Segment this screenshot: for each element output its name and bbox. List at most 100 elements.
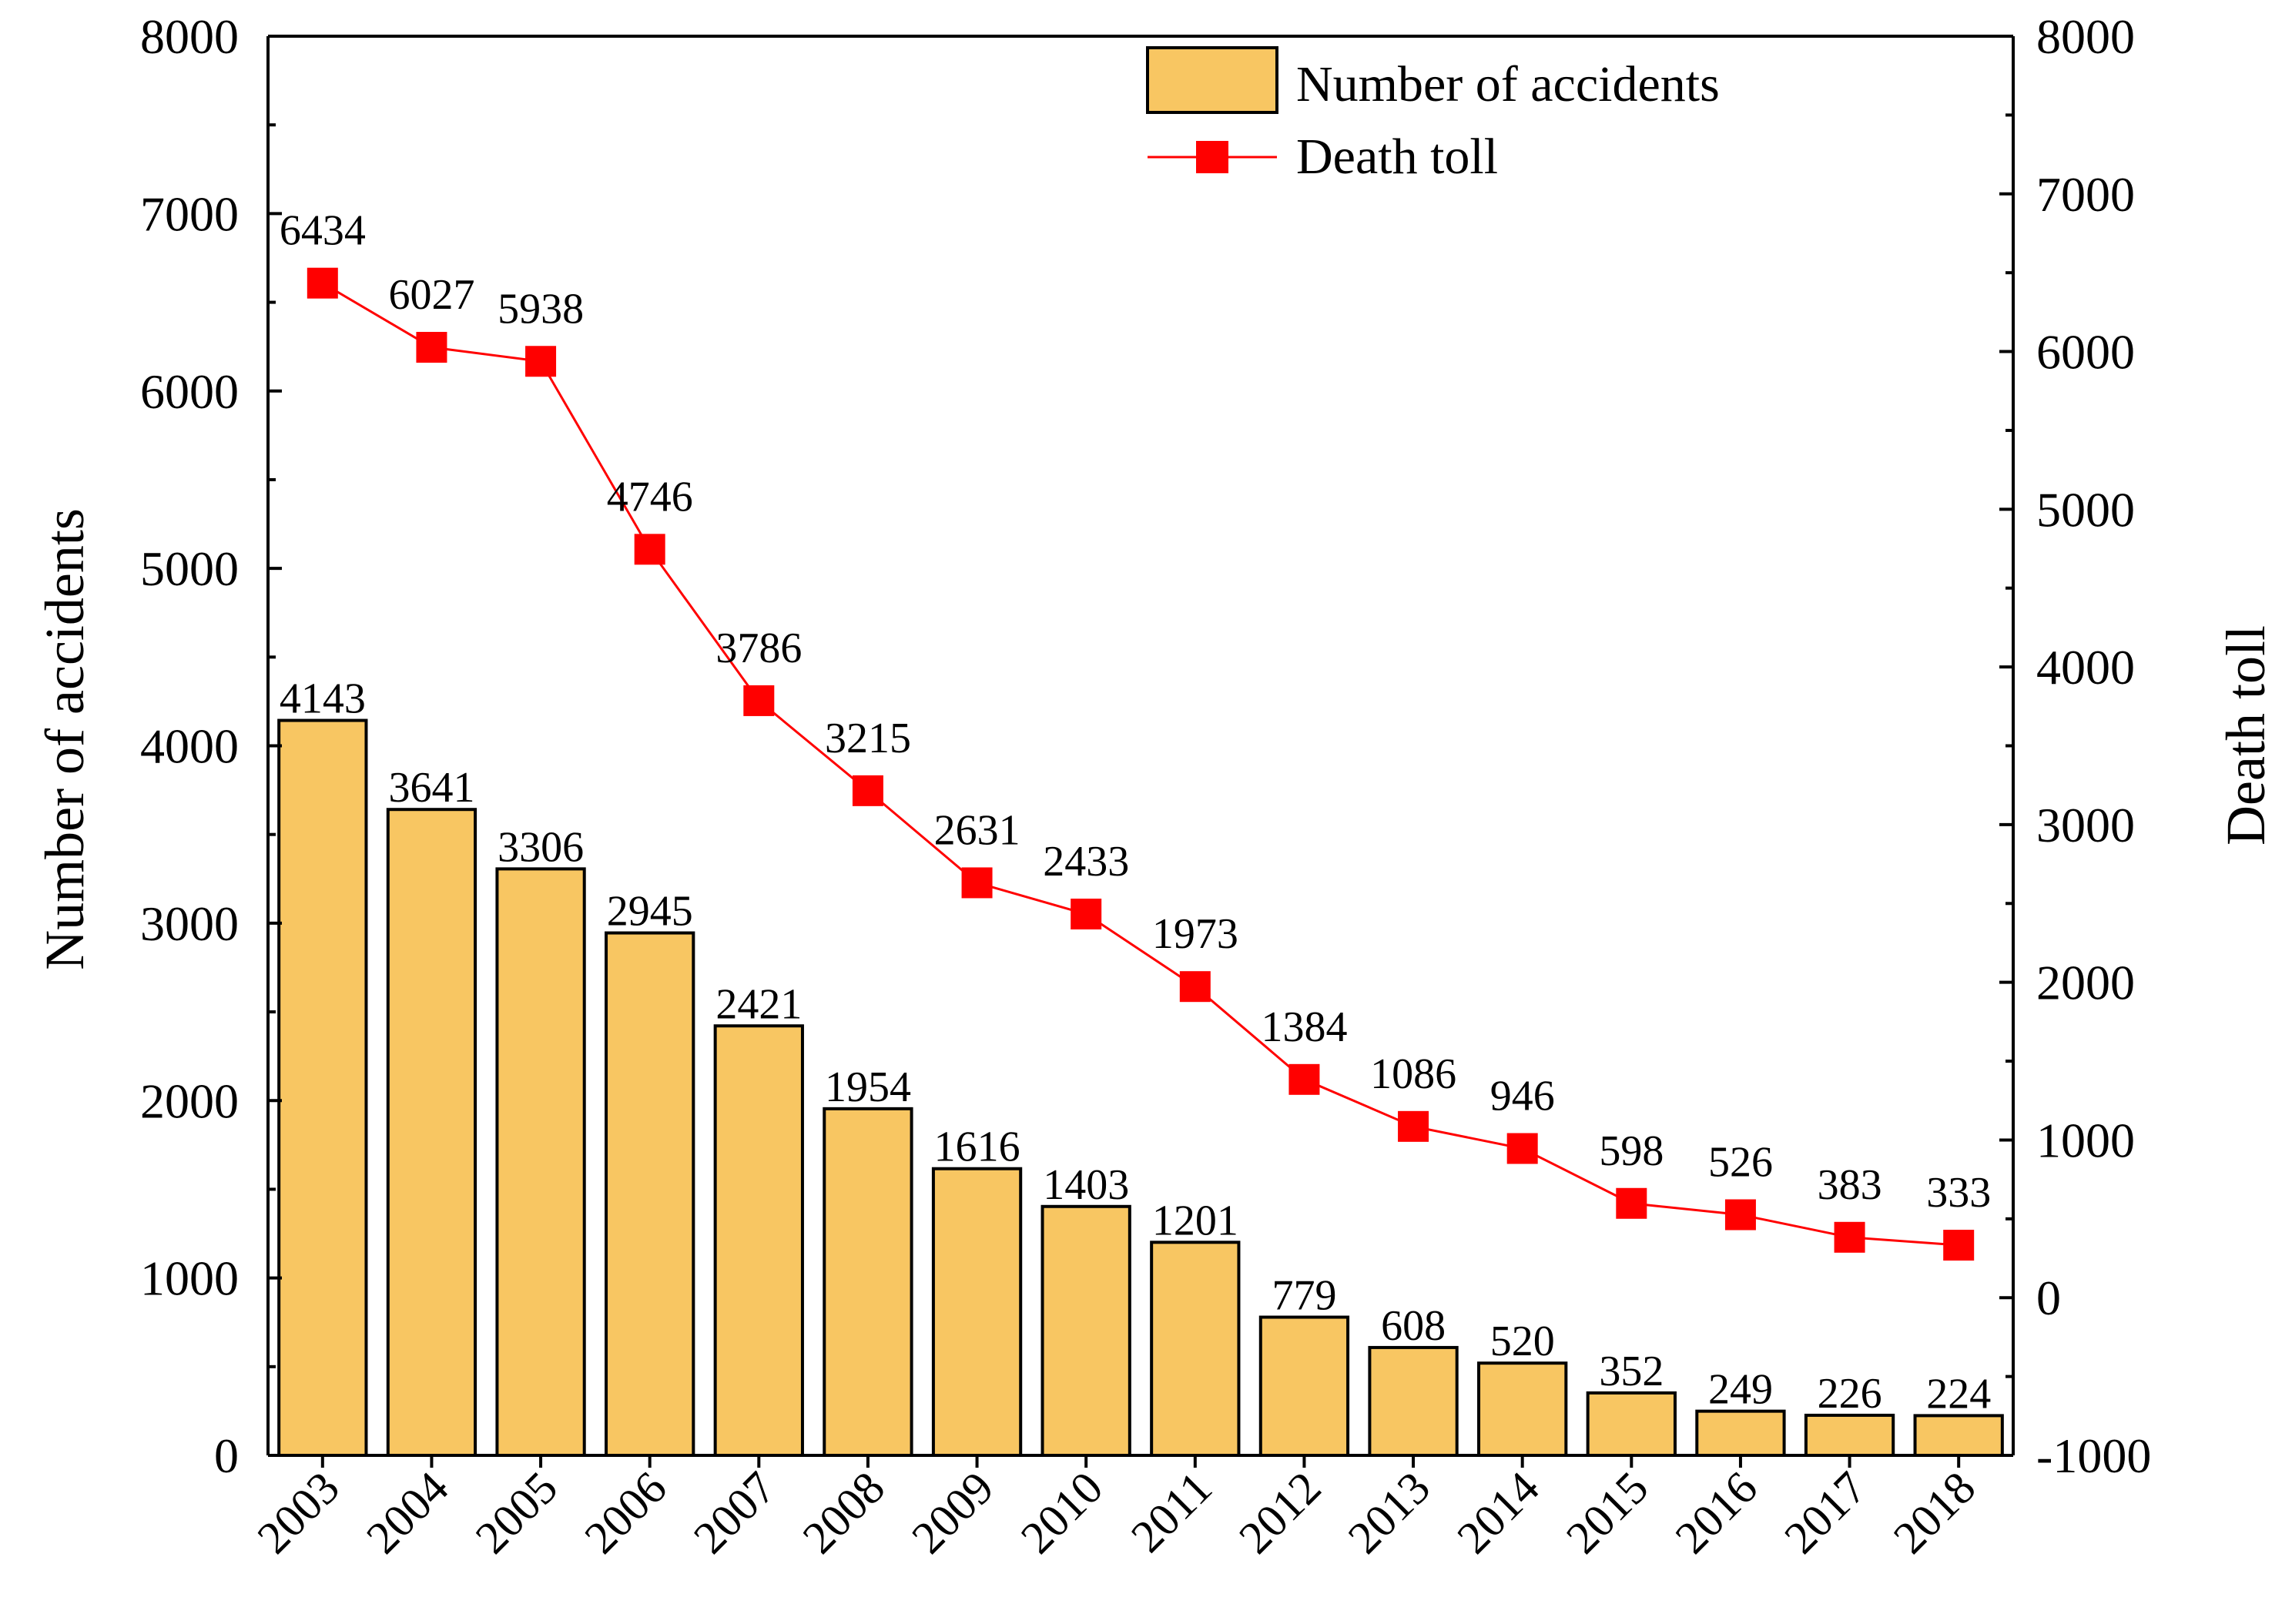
x-tick-label-2012: 2012	[1229, 1462, 1331, 1564]
death-toll-value-label-2006: 4746	[607, 473, 693, 521]
x-tick-label-2003: 2003	[247, 1462, 349, 1564]
death-toll-value-label-2007: 3786	[715, 624, 802, 672]
bar-2016	[1695, 1409, 1786, 1457]
bar-2015	[1586, 1391, 1677, 1457]
x-tick-label-2013: 2013	[1339, 1462, 1440, 1564]
y2-tick-label-1000: 1000	[2036, 1113, 2135, 1167]
death-toll-marker-2016	[1724, 1199, 1756, 1231]
bar-value-label-2003: 4143	[280, 675, 366, 723]
legend-label-death-toll: Death toll	[1296, 129, 1498, 185]
death-toll-marker-2014	[1506, 1133, 1538, 1164]
bar-2010	[1040, 1204, 1131, 1458]
death-toll-value-label-2017: 383	[1818, 1161, 1882, 1209]
x-tick-label-2005: 2005	[466, 1462, 568, 1564]
death-toll-marker-2012	[1288, 1063, 1320, 1095]
bar-2017	[1804, 1413, 1895, 1458]
x-tick-label-2009: 2009	[902, 1462, 1004, 1564]
labels-layer: 4143 3641 3306 2945 2421 1954 1616 1403 1201 779 6…	[280, 207, 1991, 1418]
x-tick-label-2015: 2015	[1556, 1462, 1658, 1564]
y-axis-title: Number of accidents	[34, 508, 96, 970]
line-layer	[307, 267, 1975, 1261]
death-toll-marker-2004	[416, 332, 447, 363]
bar-2009	[931, 1167, 1023, 1457]
y-tick-label-0: 0	[214, 1428, 239, 1483]
death-toll-marker-2011	[1179, 971, 1211, 1003]
bar-value-label-2005: 3306	[498, 823, 584, 871]
bar-value-label-2011: 1201	[1152, 1197, 1238, 1244]
death-toll-value-label-2012: 1384	[1261, 1003, 1347, 1051]
death-toll-marker-2018	[1943, 1230, 1975, 1261]
death-toll-value-label-2011: 1973	[1152, 910, 1238, 958]
death-toll-value-label-2008: 3215	[825, 715, 911, 762]
death-toll-marker-2010	[1071, 898, 1102, 929]
bar-2005	[495, 867, 586, 1457]
bar-value-label-2016: 249	[1708, 1366, 1773, 1414]
death-toll-value-label-2014: 946	[1490, 1073, 1555, 1120]
y2-tick-label-7000: 7000	[2036, 167, 2135, 222]
y-tick-label-3000: 3000	[140, 896, 239, 951]
bar-2014	[1477, 1361, 1568, 1457]
y2-tick-label-5000: 5000	[2036, 482, 2135, 537]
y-tick-label-1000: 1000	[140, 1251, 239, 1306]
bar-value-label-2008: 1954	[825, 1063, 911, 1111]
y2-tick-label-3000: 3000	[2036, 798, 2135, 852]
death-toll-marker-2006	[634, 534, 665, 565]
y2-tick-label-2000: 2000	[2036, 956, 2135, 1010]
legend: Number of accidents Death toll	[1146, 46, 1720, 185]
death-toll-value-label-2015: 598	[1599, 1127, 1664, 1175]
y-tick-label-6000: 6000	[140, 364, 239, 419]
x-tick-label-2011: 2011	[1121, 1462, 1221, 1562]
death-toll-value-label-2009: 2631	[934, 806, 1020, 854]
y2-axis-title: Death toll	[2215, 625, 2277, 845]
y2-tick-label-4000: 4000	[2036, 640, 2135, 695]
death-toll-value-label-2003: 6434	[280, 207, 366, 255]
y-tick-label-7000: 7000	[140, 186, 239, 241]
bar-value-label-2007: 2421	[715, 980, 802, 1028]
death-toll-marker-2007	[743, 685, 775, 716]
y-tick-label-2000: 2000	[140, 1073, 239, 1128]
death-toll-marker-2005	[525, 346, 557, 377]
bar-2003	[277, 718, 368, 1457]
death-toll-marker-2003	[307, 267, 338, 299]
bars-layer	[277, 718, 2004, 1458]
bar-value-label-2017: 226	[1818, 1370, 1882, 1418]
y2-tick-label-0: 0	[2036, 1271, 2061, 1325]
death-toll-value-label-2013: 1086	[1370, 1050, 1456, 1098]
x-tick-label-2018: 2018	[1884, 1462, 1985, 1564]
bar-value-label-2010: 1403	[1043, 1161, 1129, 1209]
bar-2018	[1913, 1414, 2004, 1457]
death-toll-marker-2017	[1834, 1221, 1865, 1253]
bar-value-label-2006: 2945	[607, 888, 693, 936]
death-toll-line	[322, 282, 1959, 1247]
x-tick-label-2016: 2016	[1666, 1462, 1768, 1564]
x-tick-label-2004: 2004	[357, 1462, 458, 1564]
y2-tick-label-8000: 8000	[2036, 9, 2135, 64]
x-tick-label-2014: 2014	[1447, 1462, 1549, 1564]
x-tick-label-2007: 2007	[684, 1462, 786, 1564]
y-tick-label-5000: 5000	[140, 541, 239, 596]
bar-value-label-2012: 779	[1272, 1272, 1336, 1320]
legend-bar-swatch	[1146, 46, 1278, 114]
death-toll-marker-2008	[852, 775, 883, 806]
bar-value-label-2014: 520	[1490, 1318, 1555, 1365]
bar-2012	[1258, 1315, 1350, 1457]
death-toll-value-label-2018: 333	[1926, 1169, 1991, 1217]
bar-value-label-2018: 224	[1926, 1370, 1991, 1418]
death-toll-marker-2009	[961, 867, 993, 899]
bar-value-label-2009: 1616	[934, 1123, 1020, 1171]
bar-value-label-2004: 3641	[388, 764, 474, 812]
x-tick-label-2006: 2006	[575, 1462, 676, 1564]
bar-2008	[823, 1107, 913, 1458]
death-toll-value-label-2010: 2433	[1043, 838, 1129, 886]
y-tick-label-8000: 8000	[140, 9, 239, 64]
bar-2007	[713, 1024, 804, 1457]
death-toll-value-label-2016: 526	[1708, 1139, 1773, 1187]
bar-2006	[605, 931, 695, 1457]
death-toll-value-label-2005: 5938	[498, 285, 584, 333]
x-tick-label-2017: 2017	[1774, 1462, 1876, 1564]
x-tick-label-2010: 2010	[1011, 1462, 1113, 1564]
bar-2004	[386, 808, 478, 1457]
x-tick-label-2008: 2008	[793, 1462, 895, 1564]
bar-value-label-2013: 608	[1381, 1302, 1446, 1350]
